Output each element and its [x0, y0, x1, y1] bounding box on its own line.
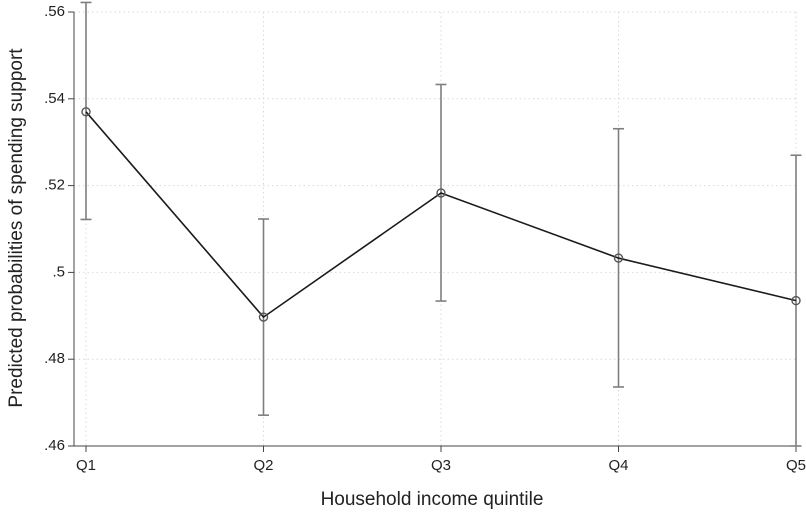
x-tick-label: Q1	[76, 457, 96, 474]
x-tick-label: Q4	[608, 457, 628, 474]
y-tick-label: .56	[44, 3, 65, 20]
y-tick-label: .48	[44, 350, 65, 367]
x-ticks: Q1 Q2 Q3 Q4 Q5	[76, 446, 806, 474]
y-tick-label: .46	[44, 437, 65, 454]
x-tick-label: Q5	[786, 457, 806, 474]
x-axis-title: Household income quintile	[321, 489, 544, 510]
x-tick-label: Q2	[253, 457, 273, 474]
series-line-group	[85, 111, 797, 319]
data-point-q5	[791, 295, 801, 306]
y-ticks: .46 .48 .5 .52 .54 .56	[44, 3, 74, 454]
y-tick-label: .5	[52, 263, 65, 280]
series-line	[85, 111, 797, 319]
data-point-q3	[436, 188, 446, 198]
data-points	[81, 107, 801, 322]
data-point-q2	[258, 312, 269, 322]
x-tick-label: Q3	[431, 457, 451, 474]
y-tick-label: .54	[44, 90, 65, 107]
error-bar-q1	[80, 1, 92, 221]
grid-lines	[74, 11, 797, 447]
y-axis-title: Predicted probabilities of spending supp…	[6, 48, 27, 408]
error-bars	[80, 1, 802, 447]
data-point-q4	[613, 253, 624, 263]
data-point-q1	[81, 107, 91, 117]
y-tick-label: .52	[44, 177, 65, 194]
